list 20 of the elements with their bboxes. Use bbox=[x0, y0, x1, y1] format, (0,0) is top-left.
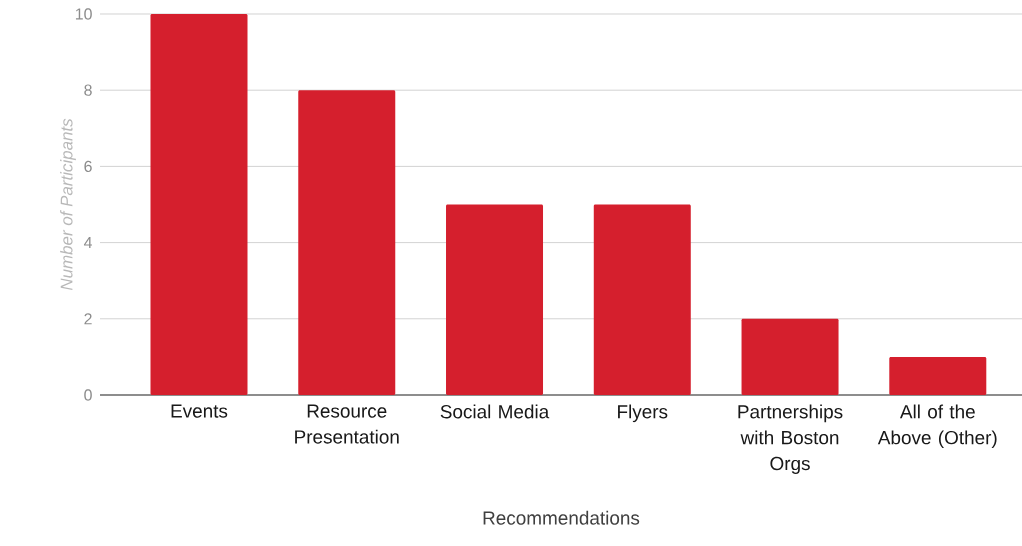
y-tick-label: 0 bbox=[84, 389, 92, 401]
y-tick-label: 10 bbox=[75, 8, 92, 20]
x-tick-label: Events bbox=[171, 404, 228, 418]
y-tick-label: 6 bbox=[84, 160, 92, 173]
x-tick-label: Resource Presentation bbox=[295, 404, 399, 444]
x-tick-label: Social Media bbox=[440, 404, 550, 419]
x-tick-label: Partnerships with Boston Orgs bbox=[738, 404, 843, 474]
x-axis-title: Recommendations bbox=[483, 510, 640, 525]
bar bbox=[889, 356, 987, 395]
bar bbox=[150, 14, 248, 395]
y-tick-label: 8 bbox=[84, 84, 92, 96]
y-tick-label: 2 bbox=[84, 313, 92, 325]
y-axis-title: Number of Participants bbox=[60, 118, 76, 291]
bar bbox=[298, 90, 396, 395]
bar bbox=[593, 204, 691, 395]
bar bbox=[446, 204, 544, 395]
x-tick-label: All of the Above (Other) bbox=[877, 404, 997, 449]
y-tick-label: 4 bbox=[83, 237, 93, 249]
bar bbox=[741, 318, 839, 395]
x-tick-label: Flyers bbox=[618, 404, 668, 423]
